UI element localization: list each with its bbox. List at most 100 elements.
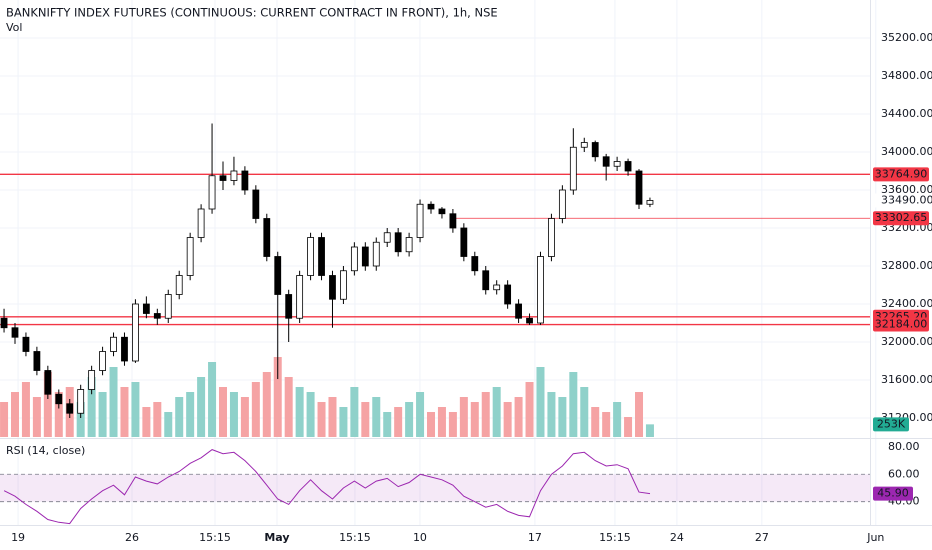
volume-bar — [10, 392, 19, 437]
volume-bar — [109, 367, 118, 437]
candle-body — [624, 161, 632, 172]
volume-bar — [131, 382, 140, 437]
candle-body — [394, 232, 402, 253]
candle-body — [186, 237, 194, 276]
candle-body — [350, 246, 358, 272]
volume-label: 253K — [877, 417, 906, 430]
volume-bar — [251, 382, 260, 437]
level-label-box — [873, 211, 929, 226]
candle-body — [361, 246, 369, 267]
volume-bar — [317, 402, 326, 437]
volume-label-box — [873, 417, 909, 432]
candle-body — [263, 218, 271, 257]
volume-bar — [416, 392, 425, 437]
candle-body — [515, 303, 522, 319]
candle-body — [537, 256, 544, 324]
volume-bar — [87, 377, 96, 437]
volume-bar — [295, 387, 304, 437]
volume-bar — [645, 424, 654, 437]
candle-body — [175, 275, 183, 295]
volume-bar — [240, 397, 249, 437]
volume-bar — [153, 402, 162, 437]
volume-bar — [525, 382, 534, 437]
volume-bar — [21, 382, 30, 437]
x-tick-label: May — [264, 531, 289, 544]
candle-body — [482, 270, 490, 291]
candle-body — [318, 237, 325, 276]
candle-body — [471, 256, 479, 272]
volume-bar — [547, 392, 556, 437]
candle-body — [164, 294, 172, 319]
volume-bar — [0, 402, 9, 437]
volume-pane — [0, 357, 654, 437]
volume-bar — [459, 397, 468, 437]
candle-body — [329, 275, 336, 300]
volume-bar — [427, 412, 436, 437]
y-tick-label: 32800.00 — [881, 259, 932, 272]
candle-body — [526, 317, 533, 324]
y-tick-label: 31600.00 — [881, 373, 932, 386]
rsi-tick-label: 80.00 — [888, 440, 920, 453]
volume-bar — [339, 407, 348, 437]
volume-bar — [76, 402, 85, 437]
level-label: 33302.65 — [875, 211, 928, 224]
candle-body — [132, 303, 139, 362]
candle-body — [548, 218, 555, 257]
candle-body — [504, 284, 512, 305]
volume-bar — [32, 397, 41, 437]
candle-body — [602, 156, 610, 167]
candle-body — [591, 142, 599, 158]
candle-body — [44, 370, 52, 395]
candle-body — [340, 270, 347, 300]
volume-bar — [437, 407, 446, 437]
volume-bar — [514, 397, 523, 437]
level-label-box — [873, 167, 929, 182]
last-price-label: 33490.00 — [881, 193, 932, 206]
volume-bar — [306, 392, 315, 437]
volume-bar — [580, 387, 589, 437]
volume-bar — [569, 372, 578, 437]
volume-bar — [624, 417, 633, 437]
volume-bar — [142, 407, 151, 437]
volume-bar — [208, 362, 217, 437]
volume-bar — [361, 402, 370, 437]
candle-body — [153, 313, 161, 319]
axes: 35200.00 34800.00 34400.00 34000.00 33600.00… — [11, 31, 932, 544]
candle-body — [219, 175, 227, 181]
volume-bar — [328, 397, 337, 437]
rsi-label-box — [873, 486, 913, 501]
volume-bar — [536, 367, 545, 437]
x-tick-label: 17 — [528, 531, 542, 544]
candle-body — [22, 336, 30, 352]
level-label: 32184.00 — [875, 318, 928, 331]
x-tick-label: 15:15 — [199, 531, 231, 544]
rsi-tick-label: 60.00 — [888, 467, 920, 480]
candle-body — [197, 208, 205, 238]
candle-body — [274, 256, 282, 295]
volume-bar — [273, 357, 282, 437]
candle-body — [77, 389, 85, 414]
rsi-label: 45.90 — [877, 487, 909, 500]
candle-body — [33, 351, 41, 371]
volume-bar — [492, 387, 501, 437]
candle-body — [0, 317, 8, 329]
y-tick-label: 34800.00 — [881, 69, 932, 82]
x-tick-label: 15:15 — [599, 531, 631, 544]
volume-bar — [383, 412, 392, 437]
candle-body — [241, 170, 249, 191]
candle-body — [580, 142, 588, 148]
volume-bar — [372, 397, 381, 437]
candle-body — [88, 370, 96, 390]
volume-bar — [503, 402, 512, 437]
x-tick-label: 10 — [413, 531, 427, 544]
candle-body — [372, 241, 380, 267]
volume-bar — [219, 387, 228, 437]
x-tick-label: 15:15 — [339, 531, 371, 544]
volume-bar — [405, 402, 414, 437]
y-tick-label: 35200.00 — [881, 31, 932, 44]
rsi-band — [0, 474, 870, 502]
volume-bar — [448, 412, 457, 437]
x-tick-label: Jun — [866, 531, 884, 544]
